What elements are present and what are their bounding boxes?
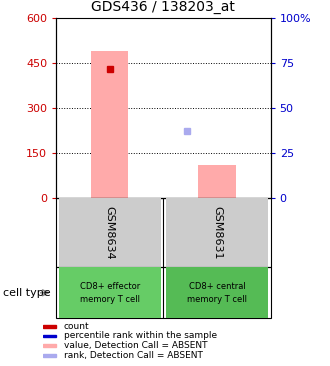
Text: GSM8631: GSM8631 xyxy=(212,206,222,259)
Text: cell type: cell type xyxy=(3,288,51,298)
Bar xyxy=(166,267,268,318)
Bar xyxy=(59,267,161,318)
Text: GSM8634: GSM8634 xyxy=(105,206,115,259)
Title: GDS436 / 138203_at: GDS436 / 138203_at xyxy=(91,0,235,15)
Bar xyxy=(43,344,55,347)
Bar xyxy=(166,198,268,267)
Text: count: count xyxy=(64,322,89,331)
Bar xyxy=(43,335,55,337)
Text: CD8+ effector
memory T cell: CD8+ effector memory T cell xyxy=(80,282,140,303)
Text: rank, Detection Call = ABSENT: rank, Detection Call = ABSENT xyxy=(64,351,203,360)
Text: value, Detection Call = ABSENT: value, Detection Call = ABSENT xyxy=(64,341,208,350)
Bar xyxy=(91,51,128,198)
Text: CD8+ central
memory T cell: CD8+ central memory T cell xyxy=(187,282,247,303)
Bar xyxy=(43,354,55,356)
Bar xyxy=(59,198,161,267)
Bar xyxy=(198,165,236,198)
Bar xyxy=(43,325,55,328)
Text: percentile rank within the sample: percentile rank within the sample xyxy=(64,332,217,340)
